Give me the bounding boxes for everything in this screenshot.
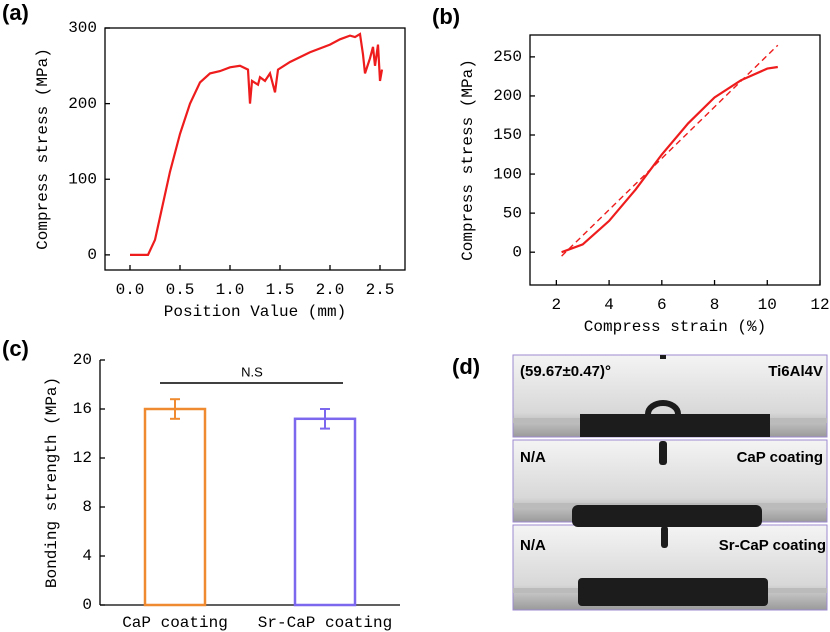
- x-tick-label: 2.0: [316, 281, 345, 299]
- bar: [143, 407, 207, 607]
- panel-label: (b): [432, 4, 460, 29]
- x-tick-label: 0.0: [116, 281, 145, 299]
- y-axis-label: Compress stress (MPa): [459, 59, 477, 261]
- substrate: [578, 578, 768, 606]
- sample-label: CaP coating: [737, 449, 823, 466]
- needle: [659, 441, 667, 465]
- y-tick-label: 100: [493, 165, 522, 183]
- needle: [660, 355, 666, 359]
- y-axis-label: Bonding strength (MPa): [43, 377, 61, 588]
- droplet: [645, 400, 681, 428]
- y-tick-label: 50: [503, 204, 522, 222]
- data-line: [561, 44, 779, 257]
- contact-angle-images: [512, 354, 828, 611]
- x-axis-label: Position Value (mm): [164, 303, 346, 321]
- error-bar: [320, 408, 330, 430]
- x-axis-label: Compress strain (%): [584, 318, 766, 336]
- x-tick-label: CaP coating: [122, 614, 228, 632]
- y-tick-label: 4: [82, 547, 92, 565]
- angle-label: (59.67±0.47)°: [520, 363, 611, 380]
- y-tick-label: 0: [87, 246, 97, 264]
- sample-label: Sr-CaP coating: [719, 537, 826, 554]
- y-tick-label: 16: [73, 400, 92, 418]
- y-tick-label: 200: [493, 87, 522, 105]
- x-tick-label: 6: [657, 296, 667, 314]
- x-tick-label: 0.5: [166, 281, 195, 299]
- annotation: N.S: [241, 364, 263, 379]
- panel-label: (a): [2, 0, 29, 25]
- x-tick-label: 12: [810, 296, 829, 314]
- plot-frame: [104, 27, 406, 271]
- x-tick-label: 8: [710, 296, 720, 314]
- substrate: [580, 414, 770, 437]
- x-tick-label: 4: [604, 296, 614, 314]
- substrate: [572, 505, 762, 527]
- bar: [293, 417, 357, 607]
- panel-label: (c): [2, 336, 29, 361]
- y-tick-label: 20: [73, 351, 92, 369]
- y-tick-label: 150: [493, 126, 522, 144]
- panel-label: (d): [452, 354, 480, 379]
- angle-label: N/A: [520, 449, 546, 466]
- x-tick-label: 1.0: [216, 281, 245, 299]
- plot-frame: [529, 34, 821, 286]
- error-bar: [170, 398, 180, 420]
- angle-label: N/A: [520, 537, 546, 554]
- y-tick-label: 0: [82, 596, 92, 614]
- y-tick-label: 12: [73, 449, 92, 467]
- y-tick-label: 100: [68, 170, 97, 188]
- needle: [661, 526, 668, 548]
- y-axis-label: Compress stress (MPa): [34, 48, 52, 250]
- x-tick-label: 2: [552, 296, 562, 314]
- x-tick-label: 10: [758, 296, 777, 314]
- data-line: [561, 65, 778, 254]
- y-tick-label: 8: [82, 498, 92, 516]
- y-tick-label: 250: [493, 48, 522, 66]
- x-tick-label: Sr-CaP coating: [258, 614, 392, 632]
- y-tick-label: 300: [68, 19, 97, 37]
- data-line: [130, 32, 384, 256]
- y-tick-label: 200: [68, 95, 97, 113]
- sample-label: Ti6Al4V: [768, 363, 823, 380]
- y-tick-label: 0: [512, 243, 522, 261]
- x-tick-label: 2.5: [366, 281, 395, 299]
- x-tick-label: 1.5: [266, 281, 295, 299]
